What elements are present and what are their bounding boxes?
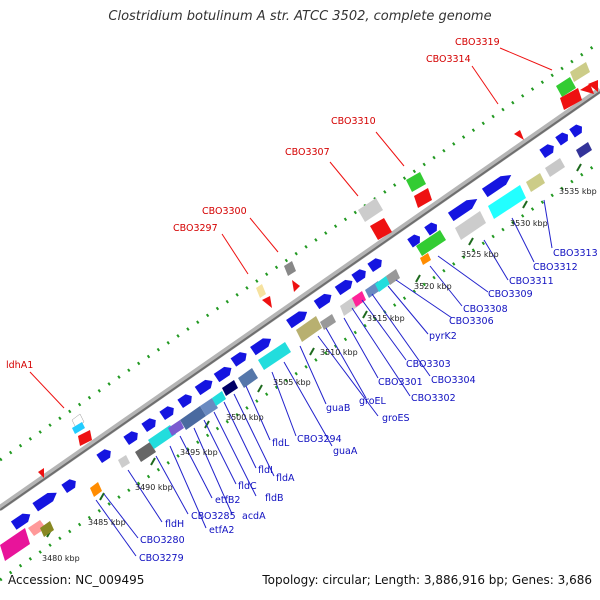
blue-gene-labels: CBO3279 CBO3280 fldH CBO3285 etfA2 etfB2… xyxy=(139,248,598,564)
block-pink2 xyxy=(352,291,366,307)
label-etfB2: etfB2 xyxy=(215,495,240,506)
label-CBO3279: CBO3279 xyxy=(139,553,184,564)
block-olive xyxy=(40,521,54,537)
gene-CBO3300 xyxy=(284,261,296,276)
tick-3510: 3510 kbp xyxy=(320,348,358,357)
block-purple xyxy=(168,420,184,436)
red-leader-lines xyxy=(29,47,553,409)
label-CBO3312: CBO3312 xyxy=(533,262,578,273)
tick-3535: 3535 kbp xyxy=(559,187,597,196)
block-cyan1 xyxy=(148,425,176,449)
label-pyrK2: pyrK2 xyxy=(429,331,457,342)
label-CBO3309: CBO3309 xyxy=(488,289,533,300)
tick-3480: 3480 kbp xyxy=(42,554,80,563)
block-orange2 xyxy=(420,253,431,265)
label-CBO3319: CBO3319 xyxy=(455,37,500,48)
label-fldL: fldL xyxy=(272,438,290,449)
label-fldA: fldA xyxy=(276,473,295,484)
label-groES: groES xyxy=(382,413,410,424)
label-CBO3301: CBO3301 xyxy=(378,377,423,388)
tick-3485: 3485 kbp xyxy=(88,518,126,527)
label-acdA: acdA xyxy=(242,511,266,522)
tick-3495: 3495 kbp xyxy=(180,448,218,457)
tick-3520: 3520 kbp xyxy=(414,282,452,291)
label-CBO3304: CBO3304 xyxy=(431,375,476,386)
forward-genes xyxy=(10,122,585,530)
label-fldH: fldH xyxy=(165,519,184,530)
block-navy2 xyxy=(576,142,592,158)
label-CBO3280: CBO3280 xyxy=(140,535,185,546)
label-CBO3300: CBO3300 xyxy=(202,206,247,217)
kbp-tick-labels: 3480 kbp 3485 kbp 3490 kbp 3495 kbp 3500… xyxy=(42,187,597,563)
block-slate2 xyxy=(200,398,218,416)
block-khaki2 xyxy=(526,173,545,192)
label-CBO3285: CBO3285 xyxy=(191,511,236,522)
label-CBO3311: CBO3311 xyxy=(509,276,554,287)
tick-3525: 3525 kbp xyxy=(461,250,499,259)
block-silver3 xyxy=(545,158,565,177)
label-guaA: guaA xyxy=(333,446,358,457)
red-gene-labels: ldhA1 CBO3297 CBO3300 CBO3307 CBO3310 CB… xyxy=(6,37,500,371)
genome-summary-text: Topology: circular; Length: 3,886,916 bp… xyxy=(262,573,592,587)
block-cyan5 xyxy=(488,185,526,219)
label-CBO3314: CBO3314 xyxy=(426,54,471,65)
block-darkgray xyxy=(135,442,156,462)
outer-dotted-track xyxy=(0,40,600,462)
label-fldI: fldI xyxy=(258,465,273,476)
label-CBO3302: CBO3302 xyxy=(411,393,456,404)
block-cyan4 xyxy=(375,276,390,292)
label-groEL: groEL xyxy=(359,396,387,407)
tick-3490: 3490 kbp xyxy=(135,483,173,492)
label-CBO3306: CBO3306 xyxy=(449,316,494,327)
label-CBO3307: CBO3307 xyxy=(285,147,330,158)
gene-CBO3310 xyxy=(406,172,426,192)
label-guaB: guaB xyxy=(326,403,350,414)
tick-3500: 3500 kbp xyxy=(226,413,264,422)
kbp-tick-marks xyxy=(46,163,582,538)
block-orange xyxy=(90,482,102,497)
gene-CBO3307 xyxy=(358,198,383,222)
block-gray2 xyxy=(320,314,336,330)
gene-blocks xyxy=(0,142,592,561)
block-cyan3 xyxy=(258,342,291,370)
block-gray3 xyxy=(386,269,400,285)
label-CBO3303: CBO3303 xyxy=(406,359,451,370)
gene-ldhA1 xyxy=(71,413,85,429)
inner-dotted-track xyxy=(0,160,600,582)
block-magenta xyxy=(0,528,30,561)
accession-text: Accession: NC_009495 xyxy=(8,573,145,587)
label-CBO3294: CBO3294 xyxy=(297,434,342,445)
label-CBO3297: CBO3297 xyxy=(173,223,218,234)
label-etfA2: etfA2 xyxy=(209,525,234,536)
gene-CBO3297 xyxy=(256,284,266,298)
label-CBO3310: CBO3310 xyxy=(331,116,376,127)
block-green1 xyxy=(416,230,446,256)
label-fldB: fldB xyxy=(265,493,284,504)
block-navy xyxy=(222,380,238,396)
gene-CBO3314 xyxy=(514,130,524,140)
label-ldhA1: ldhA1 xyxy=(6,360,33,371)
gene-CBO3319 xyxy=(556,77,576,97)
tick-3515: 3515 kbp xyxy=(367,314,405,323)
block-cyan2 xyxy=(212,391,226,406)
tick-3530: 3530 kbp xyxy=(510,219,548,228)
block-silver2 xyxy=(455,211,486,240)
genome-backbone xyxy=(0,87,600,511)
block-steel xyxy=(238,368,258,388)
blue-leader-lines xyxy=(95,199,553,557)
reverse-genes xyxy=(38,62,598,478)
label-CBO3308: CBO3308 xyxy=(463,304,508,315)
label-fldC: fldC xyxy=(238,481,257,492)
block-slate1 xyxy=(180,406,206,430)
label-CBO3313: CBO3313 xyxy=(553,248,598,259)
block-pink xyxy=(28,520,46,536)
block-gray1 xyxy=(118,455,130,468)
map-title: Clostridium botulinum A str. ATCC 3502, … xyxy=(108,9,492,24)
block-khaki xyxy=(296,316,322,342)
tick-3505: 3505 kbp xyxy=(273,378,311,387)
genome-backbone-edge xyxy=(0,91,600,511)
